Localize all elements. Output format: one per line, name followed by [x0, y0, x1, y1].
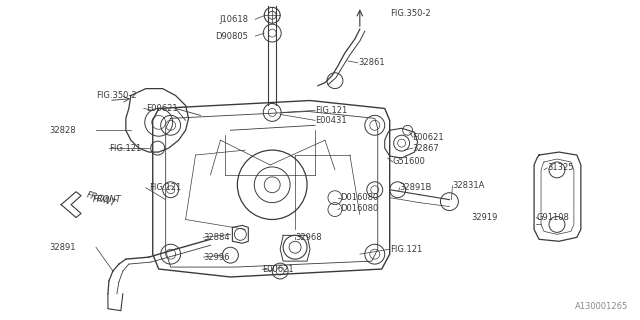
Text: FIG.121: FIG.121 [148, 183, 181, 192]
Text: 32891: 32891 [49, 243, 76, 252]
Text: FIG.121: FIG.121 [315, 106, 348, 115]
Text: FRONT: FRONT [93, 195, 122, 204]
Text: D016080: D016080 [340, 193, 378, 202]
Text: E00621: E00621 [413, 133, 444, 142]
Text: 32968: 32968 [295, 233, 322, 242]
Text: FIG.121: FIG.121 [109, 144, 141, 153]
Text: 32996: 32996 [204, 253, 230, 262]
Text: 32828: 32828 [49, 126, 76, 135]
Text: 31325: 31325 [547, 164, 573, 172]
Text: E00621: E00621 [146, 104, 177, 113]
Text: 32884: 32884 [204, 233, 230, 242]
Text: E00621: E00621 [262, 265, 294, 274]
Text: J10618: J10618 [220, 15, 248, 24]
Text: D90805: D90805 [216, 32, 248, 41]
Text: 32867: 32867 [413, 144, 439, 153]
Text: FRONT: FRONT [85, 191, 117, 209]
Text: 32831A: 32831A [452, 181, 484, 190]
Text: 32891B: 32891B [399, 183, 432, 192]
Text: 32861: 32861 [358, 58, 385, 67]
Text: G91108: G91108 [536, 213, 569, 222]
Text: D016080: D016080 [340, 204, 378, 213]
Text: FIG.350-2: FIG.350-2 [96, 91, 136, 100]
Text: E00431: E00431 [315, 116, 347, 125]
Text: A130001265: A130001265 [575, 302, 628, 311]
Text: 32919: 32919 [471, 213, 498, 222]
Text: G51600: G51600 [393, 157, 426, 166]
Text: FIG.350-2: FIG.350-2 [390, 9, 430, 18]
Text: FIG.121: FIG.121 [390, 245, 422, 254]
